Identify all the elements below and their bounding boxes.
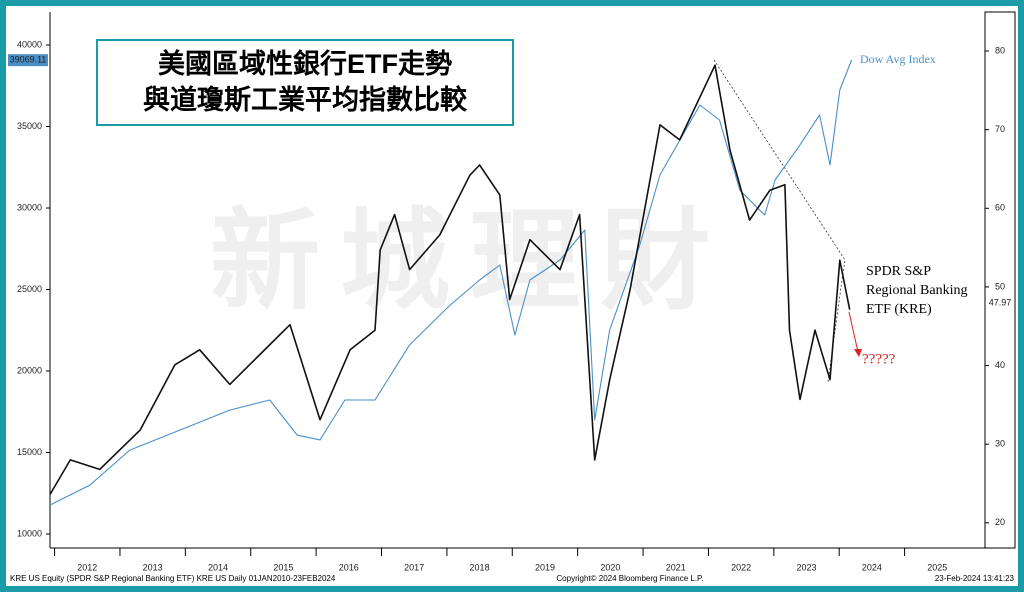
x-tick-label: 2018 (470, 562, 490, 572)
kre-label: ETF (KRE) (866, 302, 932, 317)
x-tick-label: 2017 (404, 562, 424, 572)
plot (49, 59, 853, 506)
title: 美國區域性銀行ETF走勢 (158, 48, 452, 79)
y-tick-label: 25000 (17, 284, 42, 294)
x-tick-label: 2024 (862, 562, 882, 572)
kre-label: SPDR S&P (866, 264, 931, 279)
arrow (848, 311, 859, 353)
x-tick-label: 2023 (796, 562, 816, 572)
last-value-label: 47.97 (989, 297, 1012, 307)
kre-label: Regional Banking (866, 283, 968, 298)
footer-center: Copyright© 2024 Bloomberg Finance L.P. (556, 574, 703, 583)
y2-tick-label: 70 (995, 124, 1005, 134)
y2-tick-label: 40 (995, 360, 1005, 370)
x-tick-label: 2025 (927, 562, 947, 572)
trend-lines (713, 59, 846, 383)
y-tick-label: 40000 (17, 39, 42, 49)
y2-tick-label: 20 (995, 517, 1005, 527)
y2-tick-label: 50 (995, 281, 1005, 291)
dow-label: Dow Avg Index (860, 52, 936, 66)
title: 與道瓊斯工業平均指數比較 (143, 84, 468, 115)
last-value-label: 39069.11 (10, 55, 47, 65)
title-box (96, 39, 514, 126)
x-tick-label: 2022 (731, 562, 751, 572)
x-tick-label: 2013 (143, 562, 163, 572)
y-tick-label: 15000 (17, 447, 42, 457)
y-tick-label: 30000 (17, 202, 42, 212)
y-tick-label: 20000 (17, 365, 42, 375)
question: ????? (862, 351, 896, 367)
x-tick-label: 2021 (666, 562, 686, 572)
last-value-box (8, 54, 48, 67)
y2-tick-label: 60 (995, 203, 1005, 213)
footer-left: KRE US Equity (SPDR S&P Regional Banking… (10, 574, 336, 583)
y2-tick-label: 30 (995, 439, 1005, 449)
y-tick-label: 35000 (17, 121, 42, 131)
y-tick-label: 10000 (17, 528, 42, 538)
y2-tick-label: 80 (995, 45, 1005, 55)
series-line (49, 64, 851, 495)
x-tick-label: 2020 (600, 562, 620, 572)
arrow-head (854, 349, 862, 357)
x-tick-label: 2015 (273, 562, 293, 572)
x-tick-label: 2016 (339, 562, 359, 572)
right-axis (984, 11, 1016, 549)
x-tick-label: 2014 (208, 562, 228, 572)
watermark: 新城理財 (210, 200, 730, 323)
footer-right: 23-Feb-2024 13:41:23 (935, 574, 1015, 583)
x-tick-label: 2012 (77, 562, 97, 572)
series-line (49, 59, 853, 506)
x-tick-label: 2019 (535, 562, 555, 572)
